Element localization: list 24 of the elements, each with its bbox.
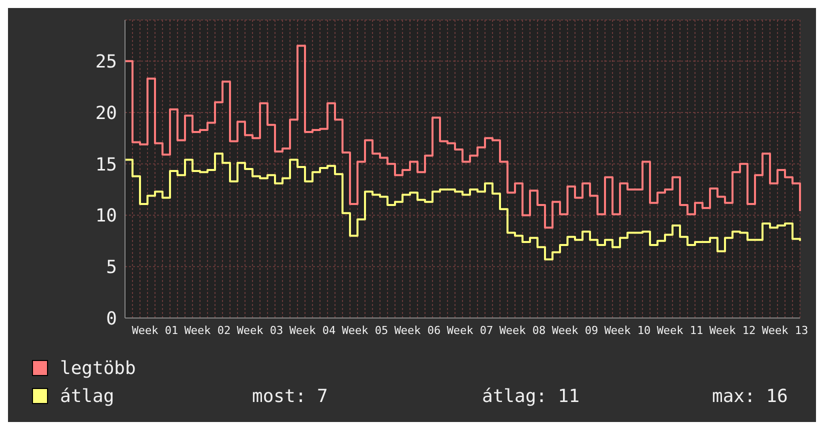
x-tick-label: Week 02 <box>184 324 231 337</box>
y-tick-label: 0 <box>106 308 117 330</box>
x-tick-label: Week 08 <box>499 324 546 337</box>
text: átlag: 11 <box>482 386 581 406</box>
x-tick-label: Week 09 <box>552 324 598 337</box>
text: max: 16 <box>712 386 788 406</box>
y-tick-label: 10 <box>95 206 117 227</box>
x-tick-label: Week 10 <box>604 324 651 337</box>
x-tick-label: Week 03 <box>236 324 284 337</box>
y-tick-label: 20 <box>95 102 117 124</box>
x-tick-label: Week 06 <box>394 324 441 337</box>
x-tick-label: Week 04 <box>289 324 336 337</box>
x-tick-label: Week 07 <box>446 324 494 337</box>
x-tick-label: Week 12 <box>709 324 756 337</box>
y-tick-label: 5 <box>106 257 117 278</box>
x-tick-label: Week 05 <box>342 324 388 337</box>
legend-label: átlag <box>60 386 114 406</box>
text: most: 7 <box>252 386 329 406</box>
x-tick-label: Week 11 <box>656 324 704 337</box>
x-tick-label: Week 13 <box>762 324 808 337</box>
y-tick-label: 15 <box>95 154 117 176</box>
x-tick-label: Week 01 <box>132 324 178 337</box>
legend-label: legtöbb <box>60 358 136 378</box>
y-tick-label: 25 <box>95 51 117 72</box>
